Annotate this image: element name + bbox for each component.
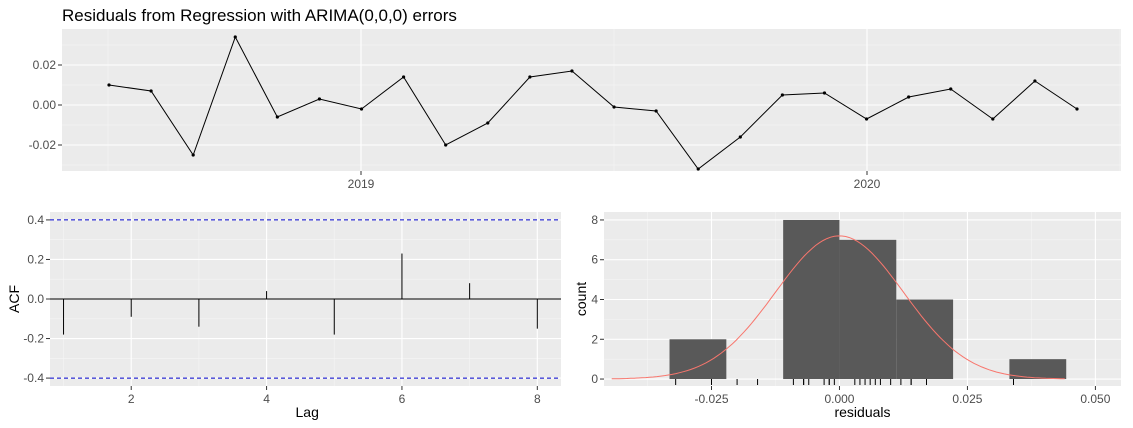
panel-background	[62, 29, 1121, 171]
histogram-bar	[839, 239, 897, 380]
y-tick-label: -0.4	[23, 371, 44, 385]
residual-point	[107, 83, 111, 87]
residual-point	[654, 109, 658, 113]
histogram-bar	[896, 299, 954, 380]
x-tick-label: 8	[534, 392, 541, 406]
y-tick-label: 0.2	[27, 252, 44, 266]
residual-point	[444, 143, 448, 147]
y-tick-label: 0.0	[27, 292, 44, 306]
residual-point	[949, 87, 953, 91]
residual-point	[822, 91, 827, 95]
histogram-bar	[1009, 359, 1067, 380]
residual-point	[317, 97, 322, 101]
residual-point	[612, 105, 616, 109]
x-tick-label: 2019	[348, 177, 375, 191]
y-tick-label: 0.02	[33, 58, 57, 72]
histogram-bar	[783, 219, 840, 380]
residual-point	[528, 75, 532, 79]
x-tick-label: 2	[128, 392, 135, 406]
x-tick-label: 0.025	[952, 392, 982, 406]
x-tick-label: 6	[399, 392, 406, 406]
y-tick-label: 2	[591, 332, 598, 346]
residual-point	[191, 153, 195, 157]
y-tick-label: 0	[591, 372, 598, 386]
y-axis-label: count	[573, 282, 589, 316]
x-tick-label: 0.000	[824, 392, 854, 406]
x-tick-label: -0.025	[694, 392, 728, 406]
normal-density-curve	[611, 235, 1065, 380]
y-tick-label: 0.00	[33, 98, 57, 112]
y-axis-label: ACF	[6, 285, 22, 313]
residual-point	[1033, 79, 1037, 83]
residual-point	[864, 117, 869, 121]
residual-point	[907, 95, 911, 99]
residual-point	[570, 69, 574, 73]
y-tick-label: 6	[591, 253, 598, 267]
residual-series-line	[108, 35, 1078, 170]
residual-point	[233, 35, 237, 39]
x-tick-label: 0.050	[1080, 392, 1110, 406]
y-tick-label: 8	[591, 213, 598, 227]
residual-point	[275, 115, 279, 119]
chart-title: Residuals from Regression with ARIMA(0,0…	[62, 6, 457, 25]
x-tick-label: 4	[263, 392, 270, 406]
residual-point	[1075, 107, 1079, 111]
y-tick-label: -0.02	[29, 138, 57, 152]
residual-point	[402, 75, 406, 79]
residual-point	[696, 167, 700, 171]
y-tick-label: 4	[591, 292, 598, 306]
residual-point	[149, 89, 153, 93]
residual-point	[991, 117, 995, 121]
x-axis-label: residuals	[834, 404, 890, 420]
y-tick-label: 0.4	[27, 213, 44, 227]
residual-point	[359, 107, 364, 111]
residual-point	[486, 121, 490, 125]
x-axis-label: Lag	[296, 404, 319, 420]
x-tick-label: 2020	[854, 177, 881, 191]
residual-point	[738, 135, 742, 139]
residual-point	[780, 93, 784, 97]
y-tick-label: -0.2	[23, 332, 44, 346]
